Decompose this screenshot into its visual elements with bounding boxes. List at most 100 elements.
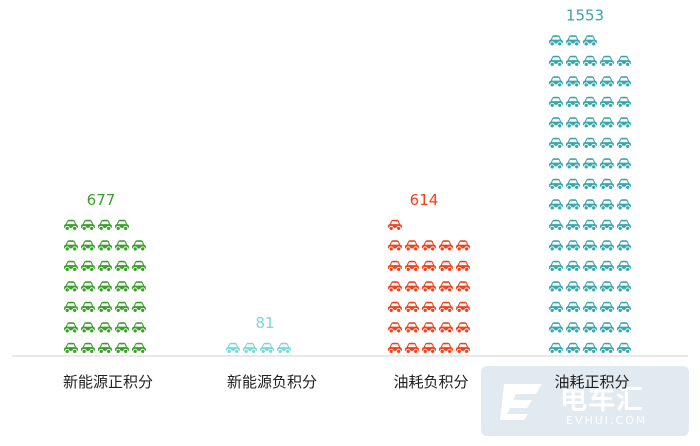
car-icon bbox=[405, 281, 419, 293]
car-icon bbox=[549, 199, 563, 211]
data-label: 1553 bbox=[566, 7, 604, 25]
car-icon bbox=[64, 281, 78, 293]
car-icon bbox=[64, 240, 78, 252]
car-icon bbox=[388, 342, 402, 354]
car-icon bbox=[132, 342, 146, 354]
car-icon bbox=[566, 301, 580, 313]
data-label: 614 bbox=[410, 191, 439, 209]
car-icon bbox=[583, 281, 597, 293]
car-icon bbox=[81, 322, 95, 334]
car-icon bbox=[456, 342, 470, 354]
car-icon bbox=[600, 322, 614, 334]
car-icon bbox=[549, 342, 563, 354]
car-icon bbox=[388, 281, 402, 293]
car-icon bbox=[617, 55, 631, 67]
car-icon bbox=[566, 219, 580, 231]
watermark-domain: EVHUI.COM bbox=[566, 414, 648, 427]
car-icon bbox=[583, 301, 597, 313]
car-icon bbox=[422, 240, 436, 252]
car-icon bbox=[405, 240, 419, 252]
bar-group bbox=[388, 219, 470, 354]
car-icon bbox=[583, 219, 597, 231]
car-icon bbox=[617, 240, 631, 252]
car-icon bbox=[617, 96, 631, 108]
car-icon bbox=[115, 260, 129, 272]
car-icon bbox=[81, 342, 95, 354]
car-icon bbox=[583, 178, 597, 190]
car-icon bbox=[132, 240, 146, 252]
car-icon bbox=[439, 301, 453, 313]
car-icon bbox=[566, 281, 580, 293]
car-icon bbox=[388, 240, 402, 252]
car-icon bbox=[583, 158, 597, 170]
car-icon bbox=[566, 137, 580, 149]
car-icon bbox=[600, 342, 614, 354]
car-icon bbox=[566, 240, 580, 252]
data-label: 81 bbox=[255, 314, 274, 332]
car-icon bbox=[583, 199, 597, 211]
car-icon bbox=[617, 301, 631, 313]
car-icon bbox=[583, 35, 597, 47]
car-icon bbox=[115, 219, 129, 231]
car-icon bbox=[583, 76, 597, 88]
car-icon bbox=[583, 55, 597, 67]
car-icon bbox=[566, 35, 580, 47]
car-icon bbox=[617, 158, 631, 170]
car-icon bbox=[600, 219, 614, 231]
car-icon bbox=[583, 240, 597, 252]
car-icon bbox=[600, 158, 614, 170]
car-icon bbox=[583, 260, 597, 272]
car-icon bbox=[456, 322, 470, 334]
car-icon bbox=[388, 260, 402, 272]
car-icon bbox=[64, 342, 78, 354]
car-icon bbox=[549, 260, 563, 272]
car-icon bbox=[617, 219, 631, 231]
car-icon bbox=[549, 240, 563, 252]
car-icon bbox=[115, 240, 129, 252]
car-icon bbox=[422, 281, 436, 293]
car-icon bbox=[566, 76, 580, 88]
car-icon bbox=[405, 260, 419, 272]
car-icon bbox=[617, 199, 631, 211]
car-icon bbox=[439, 342, 453, 354]
car-icon bbox=[405, 342, 419, 354]
car-icon bbox=[600, 137, 614, 149]
car-icon bbox=[98, 281, 112, 293]
car-icon bbox=[600, 281, 614, 293]
car-icon bbox=[422, 301, 436, 313]
car-icon bbox=[617, 76, 631, 88]
car-icon bbox=[566, 199, 580, 211]
car-icon bbox=[98, 322, 112, 334]
x-tick-label: 新能源正积分 bbox=[63, 373, 153, 391]
car-icon bbox=[439, 260, 453, 272]
car-icon bbox=[549, 158, 563, 170]
car-icon bbox=[132, 301, 146, 313]
car-icon bbox=[388, 301, 402, 313]
car-icon bbox=[388, 322, 402, 334]
car-icon bbox=[405, 322, 419, 334]
car-icon bbox=[566, 260, 580, 272]
car-icon bbox=[549, 96, 563, 108]
car-icon bbox=[98, 342, 112, 354]
car-icon bbox=[260, 342, 274, 354]
car-icon bbox=[64, 260, 78, 272]
x-tick-label: 油耗负积分 bbox=[393, 373, 468, 391]
car-icon bbox=[456, 301, 470, 313]
car-icon bbox=[583, 322, 597, 334]
car-icon bbox=[566, 96, 580, 108]
car-icon bbox=[617, 178, 631, 190]
car-icon bbox=[549, 117, 563, 129]
car-icon bbox=[456, 281, 470, 293]
car-icon bbox=[600, 240, 614, 252]
car-icon bbox=[583, 137, 597, 149]
car-icon bbox=[566, 158, 580, 170]
car-icon bbox=[600, 76, 614, 88]
car-icon bbox=[132, 260, 146, 272]
bar-group bbox=[64, 219, 146, 354]
car-icon bbox=[600, 96, 614, 108]
car-icon bbox=[132, 281, 146, 293]
car-icon bbox=[617, 322, 631, 334]
car-icon bbox=[132, 322, 146, 334]
car-icon bbox=[456, 260, 470, 272]
car-icon bbox=[115, 342, 129, 354]
